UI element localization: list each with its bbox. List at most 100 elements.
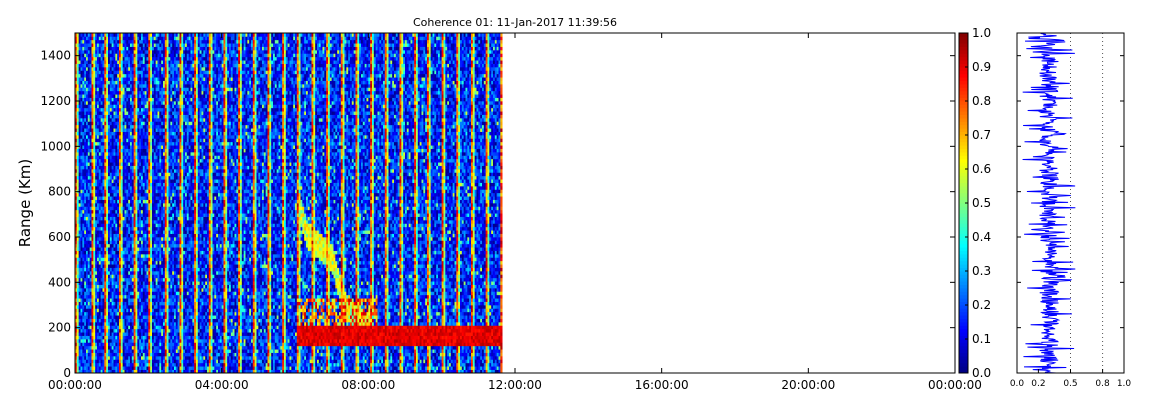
heatmap-cell: [98, 169, 102, 173]
heatmap-cell: [113, 128, 116, 132]
heatmap-cell: [98, 196, 102, 200]
heatmap-cell: [89, 315, 92, 319]
heatmap-cell: [82, 73, 85, 78]
heatmap-cell: [78, 359, 81, 364]
heatmap-cell: [75, 172, 78, 177]
heatmap-cell: [108, 349, 111, 353]
heatmap-cell: [126, 128, 129, 132]
heatmap-cell: [100, 50, 103, 54]
heatmap-cell: [128, 53, 131, 58]
heatmap-cell: [109, 101, 113, 105]
heatmap-cell: [98, 281, 102, 285]
heatmap-cell: [89, 264, 92, 268]
heatmap-cell: [86, 291, 89, 296]
heatmap-cell: [119, 56, 122, 61]
heatmap-cell: [104, 114, 107, 119]
heatmap-cell: [113, 56, 116, 61]
heatmap-cell: [108, 87, 111, 92]
heatmap-cell: [120, 50, 124, 54]
heatmap-cell: [98, 175, 102, 180]
heatmap-cell: [115, 277, 118, 282]
heatmap-cell: [122, 349, 125, 353]
heatmap-cell: [78, 291, 81, 296]
heatmap-cell: [93, 209, 96, 214]
heatmap-cell: [100, 230, 103, 234]
heatmap-cell: [97, 291, 100, 296]
heatmap-cell: [84, 339, 87, 343]
heatmap-cell: [86, 186, 89, 190]
heatmap-cell: [106, 281, 109, 285]
heatmap-cell: [89, 199, 92, 204]
heatmap-cell: [108, 165, 111, 170]
heatmap-cell: [98, 70, 102, 75]
heatmap-cell: [93, 298, 96, 302]
heatmap-cell: [113, 104, 116, 109]
heatmap-cell: [126, 277, 129, 282]
heatmap-cell: [89, 148, 92, 153]
heatmap-cell: [111, 267, 114, 272]
heatmap-cell: [82, 107, 85, 112]
heatmap-cell: [89, 80, 92, 85]
heatmap-cell: [86, 101, 89, 105]
heatmap-cell: [80, 94, 83, 98]
heatmap-cell: [100, 298, 103, 302]
heatmap-cell: [115, 308, 118, 313]
heatmap-cell: [122, 182, 125, 187]
heatmap-cell: [119, 172, 122, 177]
heatmap-cell: [104, 335, 107, 340]
heatmap-cell: [80, 192, 83, 197]
heatmap-cell: [108, 33, 111, 37]
heatmap-cell: [117, 36, 120, 41]
heatmap-cell: [87, 43, 91, 47]
heatmap-cell: [91, 237, 94, 241]
heatmap-cell: [93, 36, 96, 41]
heatmap-cell: [115, 33, 118, 37]
heatmap-cell: [109, 352, 113, 357]
heatmap-cell: [128, 36, 131, 41]
heatmap-cell: [111, 271, 114, 275]
heatmap-cell: [106, 240, 109, 245]
heatmap-cell: [115, 199, 118, 204]
heatmap-cell: [128, 352, 131, 357]
heatmap-cell: [78, 63, 81, 68]
heatmap-cell: [75, 80, 78, 85]
heatmap-cell: [102, 315, 105, 319]
heatmap-cell: [104, 33, 107, 37]
heatmap-cell: [109, 308, 113, 313]
heatmap-cell: [126, 349, 129, 353]
heatmap-cell: [97, 230, 100, 234]
heatmap-cell: [84, 192, 87, 197]
heatmap-cell: [111, 172, 114, 177]
heatmap-cell: [111, 135, 114, 139]
heatmap-cell: [80, 254, 83, 258]
heatmap-cell: [87, 223, 91, 228]
heatmap-cell: [76, 352, 80, 357]
heatmap-cell: [91, 165, 94, 170]
heatmap-cell: [111, 192, 114, 197]
heatmap-cell: [82, 169, 85, 173]
heatmap-cell: [102, 43, 105, 47]
heatmap-cell: [106, 182, 109, 187]
heatmap-cell: [98, 179, 102, 183]
heatmap-cell: [87, 359, 91, 364]
heatmap-cell: [80, 277, 83, 282]
heatmap-cell: [78, 257, 81, 262]
heatmap-cell: [126, 315, 129, 319]
heatmap-cell: [91, 145, 94, 149]
heatmap-cell: [98, 77, 102, 81]
heatmap-cell: [76, 87, 80, 92]
heatmap-cell: [84, 131, 87, 136]
heatmap-cell: [122, 169, 125, 173]
heatmap-cell: [117, 233, 120, 238]
heatmap-cell: [104, 281, 107, 285]
heatmap-cell: [89, 124, 92, 129]
heatmap-cell: [122, 39, 125, 44]
heatmap-cell: [84, 349, 87, 353]
heatmap-cell: [95, 70, 98, 75]
heatmap-cell: [102, 359, 105, 364]
heatmap-cell: [119, 291, 122, 296]
heatmap-cell: [124, 298, 127, 302]
heatmap-cell: [84, 77, 87, 81]
heatmap-cell: [102, 33, 105, 37]
heatmap-cell: [126, 335, 129, 340]
